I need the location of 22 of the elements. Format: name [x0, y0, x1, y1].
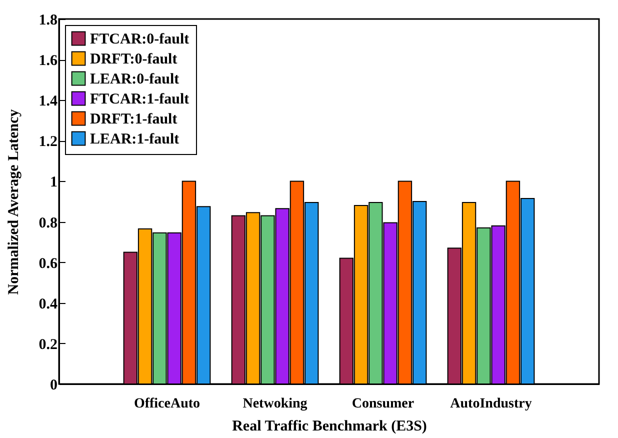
legend-label: DRFT:0-fault: [90, 52, 178, 68]
legend-label: DRFT:1-fault: [90, 112, 178, 128]
x-tick-label: OfficeAuto: [134, 396, 200, 412]
legend-label: LEAR:0-fault: [90, 72, 180, 88]
y-tick-label: 1.2: [38, 134, 58, 150]
legend-label: FTCAR:0-fault: [90, 32, 190, 48]
y-tick-label: 0.2: [38, 336, 58, 353]
y-tick-label: 0.6: [38, 256, 58, 272]
x-axis-title: Real Traffic Benchmark (E3S): [232, 418, 427, 434]
y-tick-label: 0.4: [38, 296, 58, 312]
y-tick-label: 1.8: [38, 12, 58, 28]
y-tick-label: 0.8: [38, 215, 58, 232]
y-axis-title: Normalized Average Latency: [6, 108, 22, 295]
y-tick-label: 1: [50, 174, 58, 191]
y-tick-label: 1.6: [38, 53, 58, 70]
y-tick-label: 1.4: [38, 94, 58, 110]
x-tick-label: Netwoking: [242, 396, 308, 412]
x-tick-label: AutoIndustry: [450, 396, 532, 412]
legend-label: FTCAR:1-fault: [90, 92, 190, 108]
x-tick-label: Consumer: [352, 396, 414, 412]
y-tick-label: 0: [50, 378, 58, 394]
legend-label: LEAR:1-fault: [90, 132, 180, 148]
